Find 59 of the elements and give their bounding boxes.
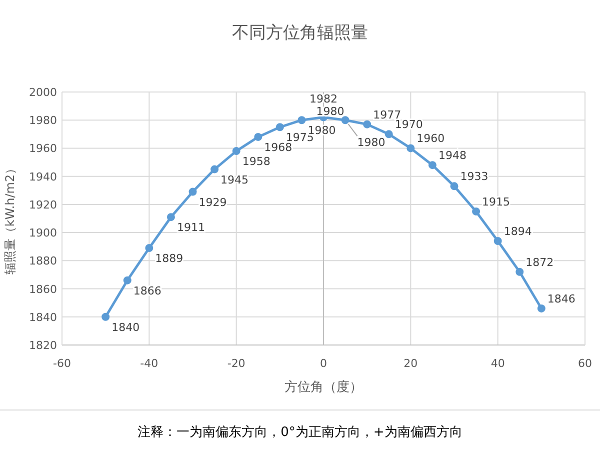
data-label: 1894 <box>504 224 532 238</box>
point <box>298 116 306 124</box>
point <box>254 132 262 141</box>
data-label: 1958 <box>242 155 270 168</box>
chart-title: 不同方位角辐照量 <box>232 23 368 43</box>
y-tick-label: 1840 <box>29 310 57 324</box>
point <box>537 304 546 312</box>
point <box>123 276 132 284</box>
data-label: 1889 <box>155 252 184 266</box>
data-label: 1911 <box>176 221 205 234</box>
data-label: 1840 <box>112 320 140 334</box>
data-label: 1980 <box>316 105 344 118</box>
point <box>494 236 502 245</box>
point <box>472 207 480 216</box>
x-tick-label: 40 <box>490 357 505 370</box>
point <box>428 161 436 170</box>
data-label: 1846 <box>547 292 576 306</box>
point <box>406 144 415 152</box>
y-tick-label: 1900 <box>29 226 57 240</box>
y-tick-label: 1940 <box>29 170 57 184</box>
point <box>188 188 197 196</box>
data-label: 1866 <box>133 284 162 298</box>
point <box>166 213 175 222</box>
y-tick-label: 1920 <box>29 198 57 212</box>
y-tick-label: 1880 <box>29 254 57 268</box>
x-tick-label: 60 <box>578 357 592 370</box>
point <box>341 116 350 124</box>
point <box>516 268 524 276</box>
y-tick-label: 1980 <box>29 114 57 128</box>
point <box>276 123 284 132</box>
data-label: 1945 <box>220 173 249 186</box>
point <box>145 244 154 252</box>
point <box>210 165 219 174</box>
x-tick-label: -60 <box>53 357 71 370</box>
data-label: 1929 <box>198 196 227 209</box>
data-label: 1933 <box>460 170 488 184</box>
data-label: 1960 <box>416 132 445 146</box>
point <box>232 147 240 156</box>
data-label: 1982 <box>310 92 338 106</box>
data-label: 1872 <box>526 256 554 269</box>
text: 注释：一为南偏东方向，0°为正南方向，+为南偏西方向 <box>138 424 462 440</box>
y-tick-label: 1960 <box>29 142 57 156</box>
y-tick-label: 1820 <box>29 339 57 352</box>
y-tick-label: 1860 <box>29 282 57 296</box>
x-axis-title: 方位角（度） <box>284 379 362 395</box>
point <box>363 120 372 128</box>
x-tick-label: 0 <box>320 357 327 370</box>
x-tick-label: 20 <box>404 357 418 370</box>
point <box>102 312 110 321</box>
y-tick-label: 2000 <box>29 86 57 99</box>
x-tick-label: -40 <box>140 357 158 370</box>
data-label: 1915 <box>482 195 510 208</box>
point <box>384 130 393 138</box>
data-label: 1948 <box>438 149 466 162</box>
y-axis-title: 辐照量（kW.h/m2） <box>3 162 17 275</box>
x-tick-label: -20 <box>227 357 246 370</box>
annotation: 1980 <box>357 136 386 150</box>
point <box>450 182 458 190</box>
data-label: 1968 <box>264 140 292 154</box>
